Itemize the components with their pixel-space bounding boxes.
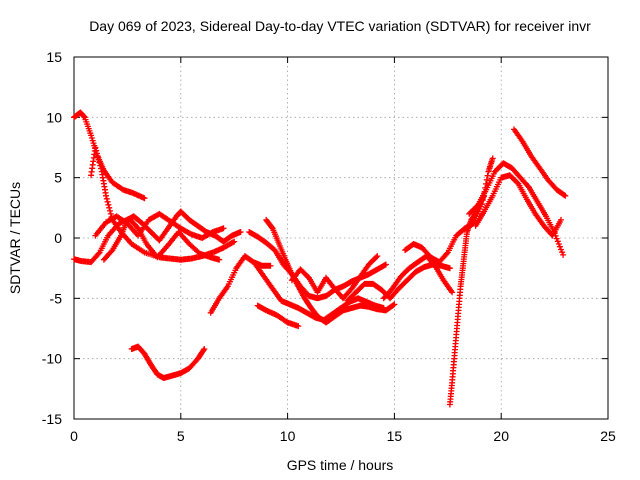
y-tick-label: 10 — [46, 109, 62, 125]
series-track-15 — [446, 192, 488, 408]
series-track-14 — [402, 155, 496, 266]
x-tick-label: 20 — [493, 428, 509, 444]
series-track-19 — [128, 343, 208, 381]
series-track-4 — [92, 210, 227, 241]
y-tick-label: -5 — [50, 290, 63, 306]
plus-markers — [71, 215, 223, 266]
y-axis-label: SDTVAR / TECUs — [7, 182, 23, 294]
series-track-17 — [472, 172, 564, 239]
plus-markers — [344, 261, 453, 304]
x-tick-label: 10 — [280, 428, 296, 444]
series-track-12 — [344, 261, 453, 304]
series-track-1 — [71, 109, 148, 202]
plus-markers — [402, 155, 496, 266]
y-tick-labels: -15 -10 -5 0 5 10 15 — [42, 49, 62, 427]
x-tick-labels: 0 5 10 15 20 25 — [70, 428, 616, 444]
plus-markers — [92, 210, 227, 241]
series-track-8 — [252, 261, 387, 324]
plus-markers — [288, 253, 381, 302]
x-axis-label: GPS time / hours — [287, 457, 394, 473]
plus-markers — [71, 109, 148, 202]
series-track-5 — [100, 208, 244, 263]
series-track-13 — [380, 253, 456, 302]
x-tick-label: 15 — [387, 428, 403, 444]
series-track-11 — [288, 253, 381, 302]
y-tick-label: -10 — [42, 351, 62, 367]
y-tick-label: -15 — [42, 411, 62, 427]
plus-markers — [472, 172, 564, 239]
plus-markers — [380, 253, 456, 302]
series-track-18 — [511, 126, 569, 199]
y-tick-label: 5 — [54, 170, 62, 186]
plus-markers — [263, 216, 398, 326]
series-track-10 — [254, 302, 302, 330]
axis-ticks — [73, 56, 609, 420]
x-tick-label: 0 — [70, 428, 78, 444]
plus-markers — [254, 302, 302, 330]
series-track-3 — [71, 215, 223, 266]
chart-title: Day 069 of 2023, Sidereal Day-to-day VTE… — [89, 18, 591, 34]
x-tick-label: 5 — [177, 428, 185, 444]
series-track-9 — [263, 216, 398, 326]
y-tick-label: 15 — [46, 49, 62, 65]
plus-markers — [252, 261, 387, 324]
plus-markers — [446, 192, 488, 408]
series-track-2 — [88, 144, 238, 263]
data-series — [71, 109, 569, 408]
plus-markers — [88, 144, 238, 263]
plus-markers — [511, 126, 569, 199]
plus-markers — [100, 208, 244, 263]
y-tick-label: 0 — [54, 230, 62, 246]
x-tick-label: 25 — [600, 428, 616, 444]
plus-markers — [128, 343, 208, 381]
